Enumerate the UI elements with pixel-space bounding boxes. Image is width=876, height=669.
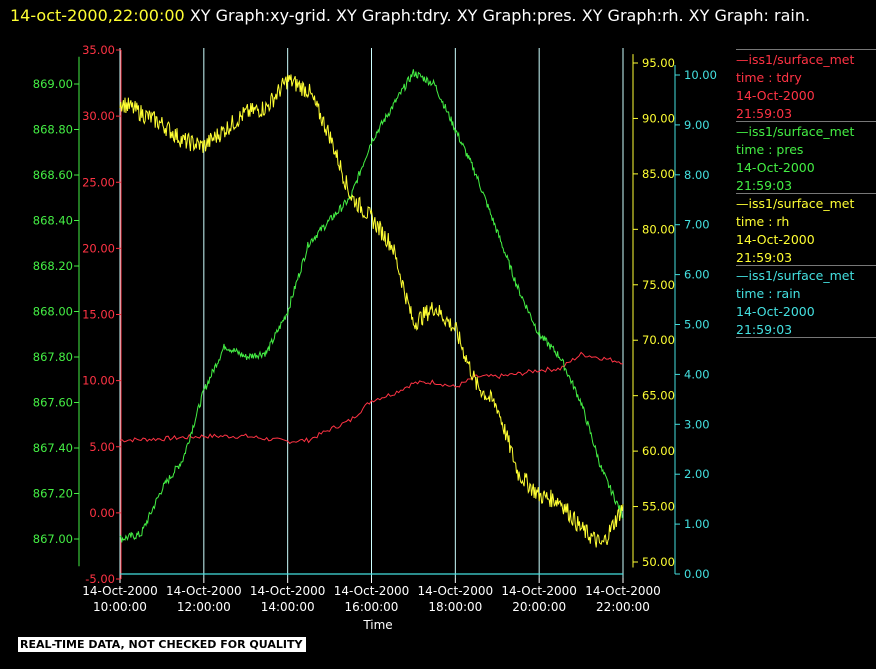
pres-tick-label: 867.80 (33, 350, 73, 364)
tdry-series-line (119, 351, 624, 445)
rain-tick-label: 5.00 (684, 318, 710, 332)
pres-tick-label: 867.20 (33, 487, 73, 501)
rain-tick-label: 10.00 (684, 68, 717, 82)
rh-series-line (119, 74, 624, 548)
rh-tick-label: 65.00 (642, 389, 675, 403)
legend-line: —iss1/surface_met (736, 196, 855, 211)
pres-tick-label: 867.00 (33, 532, 73, 546)
legend-line: 14-Oct-2000 (736, 160, 815, 175)
pres-tick-label: 869.00 (33, 77, 73, 91)
tdry-tick-label: 15.00 (82, 308, 115, 322)
rain-tick-label: 6.00 (684, 268, 710, 282)
x-tick-label-date: 14-Oct-2000 (418, 584, 494, 598)
legend-line: —iss1/surface_met (736, 124, 855, 139)
pres-tick-label: 868.80 (33, 123, 73, 137)
rh-tick-label: 85.00 (642, 167, 675, 181)
legend-line: time : rain (736, 286, 801, 301)
tdry-tick-label: 0.00 (89, 506, 115, 520)
rh-tick-label: 75.00 (642, 278, 675, 292)
rh-tick-label: 70.00 (642, 333, 675, 347)
rh-tick-label: 90.00 (642, 111, 675, 125)
x-tick-label-date: 14-Oct-2000 (334, 584, 410, 598)
rh-tick-label: 50.00 (642, 555, 675, 569)
pres-tick-label: 868.20 (33, 259, 73, 273)
pres-tick-label: 868.00 (33, 305, 73, 319)
legend-line: 14-Oct-2000 (736, 304, 815, 319)
x-tick-label-date: 14-Oct-2000 (250, 584, 326, 598)
tdry-tick-label: 5.00 (89, 440, 115, 454)
pres-tick-label: 867.40 (33, 441, 73, 455)
legend-separator (736, 49, 876, 50)
legend-line: 21:59:03 (736, 322, 793, 337)
tdry-tick-label: 35.00 (82, 43, 115, 57)
legend-separator (736, 265, 876, 266)
pres-series-line (119, 69, 624, 543)
legend-line: 21:59:03 (736, 106, 793, 121)
data-quality-note: REAL-TIME DATA, NOT CHECKED FOR QUALITY (18, 637, 307, 652)
x-tick-label-time: 12:00:00 (177, 600, 231, 614)
x-tick-label-time: 14:00:00 (261, 600, 315, 614)
rain-tick-label: 7.00 (684, 218, 710, 232)
tdry-tick-label: 10.00 (82, 374, 115, 388)
x-tick-label-date: 14-Oct-2000 (166, 584, 242, 598)
x-tick-label-time: 18:00:00 (428, 600, 482, 614)
legend-separator (736, 121, 876, 122)
legend-line: 21:59:03 (736, 178, 793, 193)
legend-line: 21:59:03 (736, 250, 793, 265)
legend-line: time : tdry (736, 70, 802, 85)
chart-header: 14-oct-2000,22:00:00 XY Graph:xy-grid. X… (10, 2, 870, 29)
rain-tick-label: 9.00 (684, 118, 710, 132)
legend-line: 14-Oct-2000 (736, 88, 815, 103)
rh-tick-label: 55.00 (642, 500, 675, 514)
rain-tick-label: 2.00 (684, 467, 710, 481)
legend-separator (736, 337, 876, 338)
x-tick-label-time: 20:00:00 (512, 600, 566, 614)
legend-line: —iss1/surface_met (736, 52, 855, 67)
pres-tick-label: 868.60 (33, 168, 73, 182)
tdry-tick-label: 25.00 (82, 175, 115, 189)
x-tick-label-date: 14-Oct-2000 (585, 584, 661, 598)
x-tick-label-time: 22:00:00 (596, 600, 650, 614)
legend-line: time : pres (736, 142, 804, 157)
rain-tick-label: 8.00 (684, 168, 710, 182)
legend-end-separator (736, 337, 876, 339)
rh-tick-label: 60.00 (642, 444, 675, 458)
tdry-tick-label: -5.00 (85, 572, 115, 586)
x-tick-label-date: 14-Oct-2000 (82, 584, 158, 598)
legend-line: —iss1/surface_met (736, 268, 855, 283)
x-tick-label-time: 10:00:00 (93, 600, 147, 614)
x-axis-label: Time (362, 618, 392, 632)
x-tick-label-time: 16:00:00 (345, 600, 399, 614)
header-timestamp: 14-oct-2000,22:00:00 (10, 6, 185, 25)
x-tick-label-date: 14-Oct-2000 (501, 584, 577, 598)
rain-tick-label: 4.00 (684, 367, 710, 381)
rh-tick-label: 95.00 (642, 56, 675, 70)
header-graph-list: XY Graph:xy-grid. XY Graph:tdry. XY Grap… (184, 6, 811, 25)
tdry-tick-label: 20.00 (82, 241, 115, 255)
legend-line: 14-Oct-2000 (736, 232, 815, 247)
pres-tick-label: 868.40 (33, 214, 73, 228)
tdry-tick-label: 30.00 (82, 109, 115, 123)
rain-tick-label: 0.00 (684, 567, 710, 581)
rain-tick-label: 1.00 (684, 517, 710, 531)
legend-line: time : rh (736, 214, 790, 229)
pres-tick-label: 867.60 (33, 396, 73, 410)
rh-tick-label: 80.00 (642, 222, 675, 236)
legend-separator (736, 193, 876, 194)
rain-tick-label: 3.00 (684, 417, 710, 431)
